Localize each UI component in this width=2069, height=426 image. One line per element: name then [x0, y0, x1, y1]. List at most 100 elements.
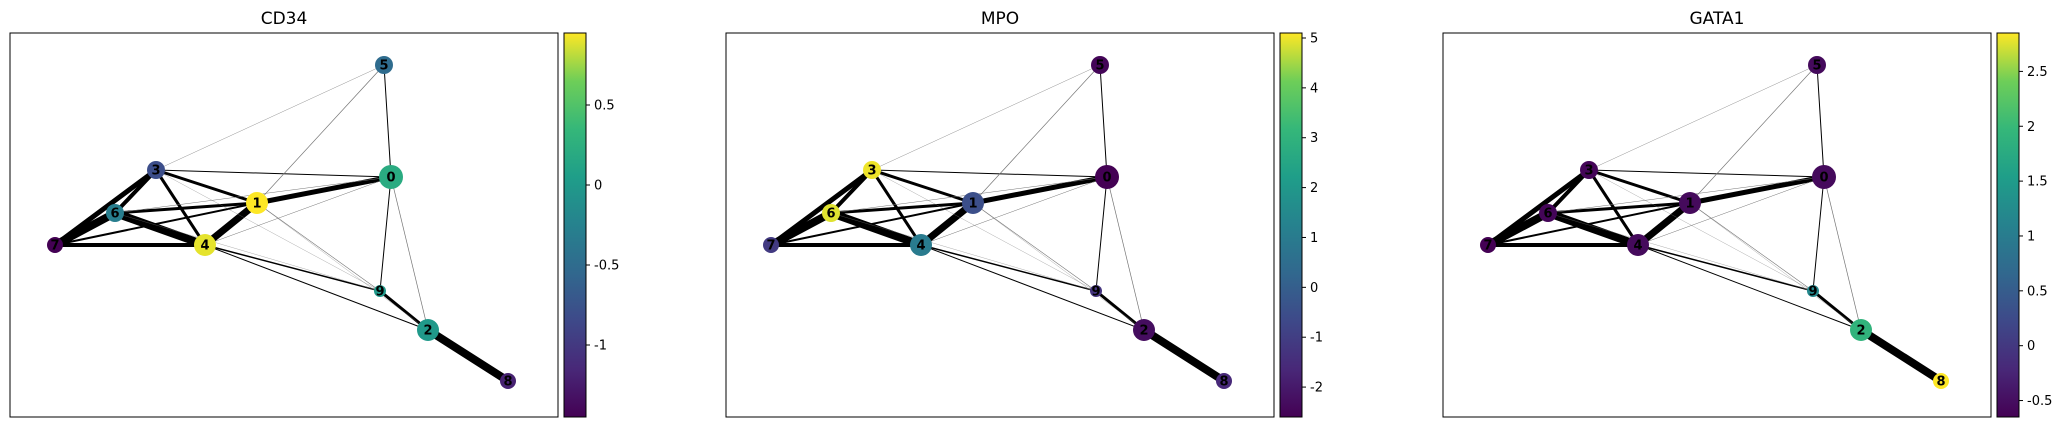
node-5: [1091, 56, 1109, 74]
colorbar-gradient: [1996, 32, 2020, 418]
colorbar: 5 4 3 2 1 0 -1 -2: [1279, 31, 1323, 418]
edge-5-1: [972, 64, 1101, 204]
edge-0-9: [379, 176, 392, 292]
node-label-9: 9: [375, 285, 384, 300]
colorbar-tick-label: 0: [594, 179, 602, 194]
edge-1-9: [1689, 202, 1814, 292]
node-label-1: 1: [252, 197, 261, 212]
node-2: [417, 319, 439, 341]
node-label-7: 7: [1483, 239, 1492, 254]
colorbar: 2.5 2 1.5 1 0.5 0 -0.5: [1996, 32, 2052, 418]
node-6: [822, 204, 840, 222]
colorbar-tick-label: -0.5: [594, 259, 619, 274]
node-label-8: 8: [1219, 375, 1228, 390]
node-9: [1807, 285, 1819, 297]
edge-6-3: [1546, 168, 1591, 215]
colorbar-tick-label: 2.5: [2027, 65, 2048, 80]
node-0: [1812, 165, 1836, 189]
node-label-5: 5: [379, 59, 388, 74]
edge-4-2: [204, 244, 429, 331]
node-1: [962, 192, 984, 214]
node-4: [910, 234, 932, 256]
node-label-2: 2: [1856, 324, 1865, 339]
node-6: [106, 204, 124, 222]
node-7: [763, 237, 779, 253]
edge-6-4: [1544, 209, 1642, 249]
colorbar-tick-label: 5: [1310, 31, 1318, 46]
node-9: [1090, 285, 1102, 297]
edge-3-4: [1587, 168, 1640, 247]
edge-4-2: [1637, 244, 1862, 331]
edge-1-9: [256, 202, 381, 292]
node-8: [1933, 373, 1949, 389]
node-label-8: 8: [1936, 375, 1945, 390]
edge-7-3: [1485, 167, 1592, 248]
edges: [51, 64, 512, 385]
colorbar-tick-label: 4: [1310, 81, 1318, 96]
nodes: 0 1 2 3 4 5 6 7 8 9: [1480, 56, 1949, 390]
colorbar-tick-label: -1: [1310, 331, 1323, 346]
node-2: [1133, 319, 1155, 341]
node-1: [246, 192, 268, 214]
edge-5-3: [1588, 64, 1818, 171]
edge-1-2: [1689, 202, 1862, 331]
node-3: [1580, 161, 1598, 179]
edge-2-8: [424, 326, 512, 385]
edge-5-0: [1816, 64, 1825, 178]
edge-6-3: [113, 168, 158, 215]
edge-3-0: [1588, 169, 1825, 178]
edge-1-0: [970, 174, 1110, 206]
node-label-4: 4: [1633, 239, 1642, 254]
node-label-6: 6: [826, 207, 835, 222]
edge-2-8: [1857, 326, 1945, 385]
colorbar-tick-label: 0: [2027, 339, 2035, 354]
edge-7-3: [768, 167, 875, 248]
edge-5-0: [1099, 64, 1108, 178]
edge-6-4: [111, 209, 209, 249]
edge-4-0: [204, 176, 392, 246]
edge-3-1: [870, 168, 975, 205]
edge-0-2: [1106, 176, 1145, 331]
node-label-0: 0: [1819, 171, 1828, 186]
colorbar-tick-label: 2: [2027, 120, 2035, 135]
node-7: [47, 237, 63, 253]
colorbar-tick-label: 1: [2027, 229, 2035, 244]
node-label-1: 1: [968, 197, 977, 212]
edge-5-1: [256, 64, 385, 204]
edge-4-1: [917, 199, 977, 249]
node-label-6: 6: [110, 207, 119, 222]
edges: [767, 64, 1228, 385]
node-label-1: 1: [1685, 197, 1694, 212]
node-label-0: 0: [386, 171, 395, 186]
node-8: [500, 373, 516, 389]
panel-title: GATA1: [1690, 9, 1745, 29]
node-2: [1850, 319, 1872, 341]
edge-1-0: [254, 174, 394, 206]
nodes: 0 1 2 3 4 5 6 7 8 9: [47, 56, 516, 390]
edge-1-0: [1687, 174, 1827, 206]
edge-3-9: [871, 169, 1097, 292]
colorbar-tick-label: -1: [594, 339, 607, 354]
edge-0-9: [1812, 176, 1825, 292]
node-label-8: 8: [503, 375, 512, 390]
node-label-3: 3: [867, 164, 876, 179]
edge-3-9: [155, 169, 381, 292]
edge-3-0: [871, 169, 1108, 178]
node-9: [374, 285, 386, 297]
edge-1-9: [972, 202, 1097, 292]
node-label-9: 9: [1091, 285, 1100, 300]
edges: [1484, 64, 1945, 385]
node-label-2: 2: [1139, 324, 1148, 339]
node-label-6: 6: [1543, 207, 1552, 222]
node-6: [1539, 204, 1557, 222]
node-1: [1679, 192, 1701, 214]
edge-6-3: [829, 168, 874, 215]
edge-6-4: [827, 209, 925, 249]
edge-0-9: [1095, 176, 1108, 292]
colorbar-tick-label: 1: [1310, 231, 1318, 246]
panel-title: CD34: [261, 9, 308, 29]
node-5: [1808, 56, 1826, 74]
colorbar-tick-label: 3: [1310, 131, 1318, 146]
edge-5-1: [1689, 64, 1818, 204]
